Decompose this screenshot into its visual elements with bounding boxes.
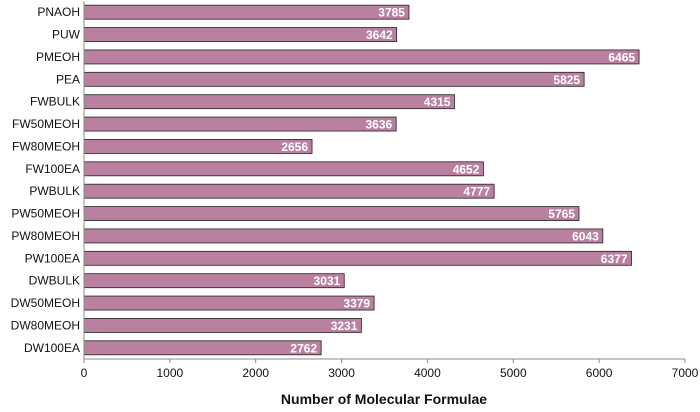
category-label: PEA — [56, 72, 80, 86]
category-label: DW100EA — [24, 341, 80, 355]
bar-dwbulk — [83, 273, 345, 289]
bar-pea — [83, 71, 585, 87]
x-tick-label: 1000 — [157, 366, 184, 380]
category-label: PW50MEOH — [11, 207, 80, 221]
value-label: 3031 — [314, 274, 341, 288]
category-label: DW80MEOH — [11, 318, 80, 332]
value-label: 5765 — [548, 207, 575, 221]
value-label: 4315 — [424, 95, 451, 109]
category-label: PW80MEOH — [11, 229, 80, 243]
category-label: FW50MEOH — [12, 117, 80, 131]
x-tick-label: 3000 — [328, 366, 355, 380]
bar-pw80meoh — [83, 228, 604, 244]
x-tick-label: 6000 — [586, 366, 613, 380]
category-label: PW100EA — [25, 251, 80, 265]
category-label: FWBULK — [30, 95, 80, 109]
value-label: 3231 — [331, 319, 358, 333]
bar-dw100ea — [83, 340, 322, 356]
category-label: DWBULK — [29, 274, 80, 288]
category-label: PWBULK — [29, 184, 80, 198]
x-tick-label: 2000 — [242, 366, 269, 380]
bar-dw50meoh — [83, 295, 375, 311]
bar-pmeoh — [83, 49, 640, 65]
x-tick-label: 5000 — [500, 366, 527, 380]
value-label: 2762 — [290, 341, 317, 355]
value-label: 6043 — [572, 229, 599, 243]
bar-pwbulk — [83, 183, 495, 199]
category-label: PMEOH — [36, 50, 80, 64]
category-label: PUW — [52, 28, 81, 42]
value-label: 4777 — [463, 185, 490, 199]
value-label: 6465 — [608, 50, 635, 64]
bar-fw50meoh — [83, 116, 397, 132]
value-label: 3642 — [366, 28, 393, 42]
value-labels: 3785 3642 6465 5825 4315 3636 2656 4652 4777 5765… — [281, 6, 635, 356]
bar-pw50meoh — [83, 206, 580, 221]
x-tick-label: 0 — [81, 366, 88, 380]
value-label: 5825 — [553, 73, 580, 87]
bar-pw100ea — [83, 250, 632, 266]
category-label: PNAOH — [37, 5, 80, 19]
x-tick-label: 4000 — [414, 366, 441, 380]
category-labels: PNAOH PUW PMEOH PEA FWBULK FW50MEOH FW80MEOH FW… — [11, 5, 81, 355]
x-tick-label: 7000 — [672, 366, 699, 380]
bar-puw — [83, 27, 398, 42]
value-label: 3379 — [343, 297, 370, 311]
bar-pnaoh — [83, 4, 410, 20]
bar-dw80meoh — [83, 318, 362, 333]
value-label: 3785 — [378, 6, 405, 20]
value-label: 2656 — [281, 140, 308, 154]
bar-fw80meoh — [83, 139, 313, 154]
bar-fwbulk — [83, 94, 455, 110]
category-label: FW100EA — [25, 162, 80, 176]
value-label: 3636 — [365, 118, 392, 132]
category-label: FW80MEOH — [12, 139, 80, 153]
x-axis: 0 1000 2000 3000 4000 5000 6000 7000 — [81, 1, 699, 380]
x-axis-title: Number of Molecular Formulae — [281, 391, 487, 407]
category-label: DW50MEOH — [11, 296, 80, 310]
value-label: 4652 — [453, 162, 480, 176]
value-label: 6377 — [601, 252, 628, 266]
bar-fw100ea — [83, 161, 484, 177]
